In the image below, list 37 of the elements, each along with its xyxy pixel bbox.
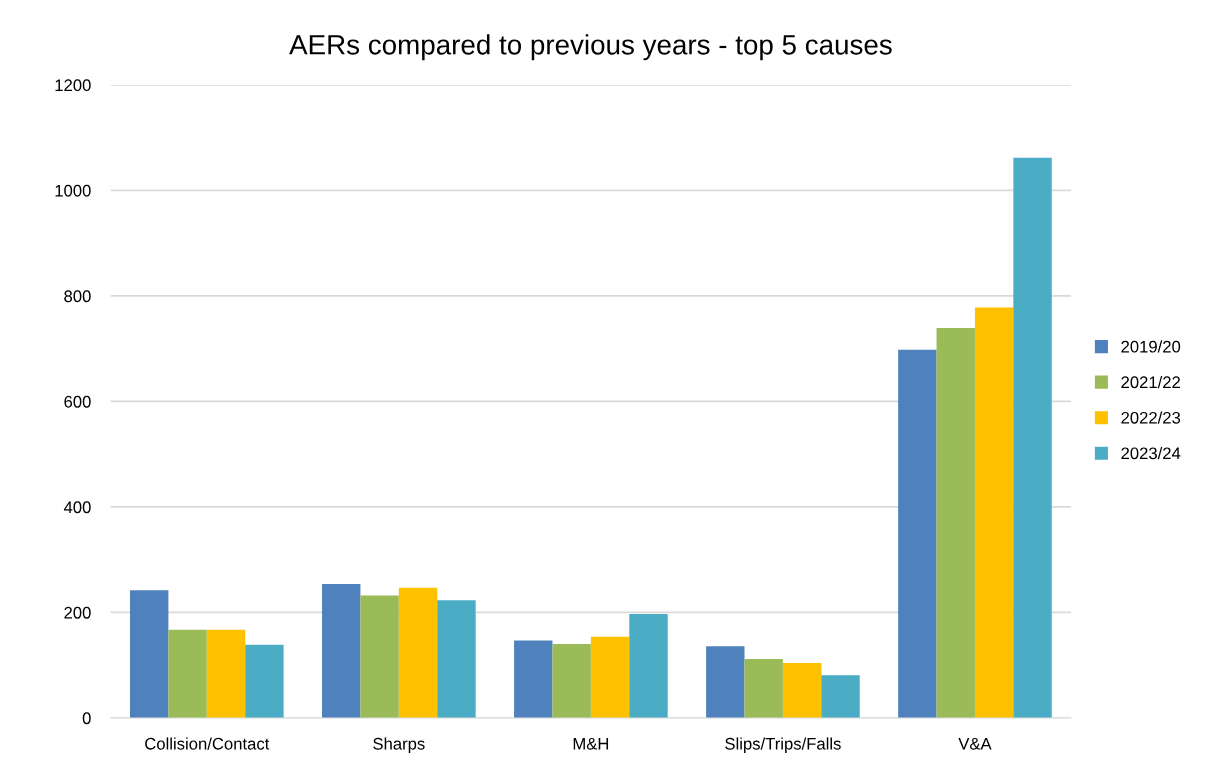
bar — [129, 590, 169, 718]
legend-label: 2022/23 — [1121, 411, 1181, 424]
bar — [898, 349, 937, 718]
bar — [168, 629, 207, 718]
y-tick-label: 1000 — [55, 184, 91, 197]
legend-label: 2023/24 — [1121, 446, 1181, 460]
x-tick-label: Sharps — [373, 737, 425, 753]
x-tick-label: Slips/Trips/Falls — [725, 737, 841, 753]
bar — [974, 307, 1014, 718]
y-tick-label: 600 — [64, 395, 91, 408]
bar — [821, 675, 860, 718]
bar — [322, 583, 361, 718]
bar — [590, 636, 630, 718]
bar — [514, 640, 553, 718]
bar — [744, 658, 783, 718]
y-tick-label: 1200 — [55, 79, 91, 92]
y-tick-label: 400 — [63, 501, 91, 514]
x-tick-label: V&A — [958, 737, 992, 750]
bar — [360, 595, 399, 718]
bar — [552, 644, 591, 718]
bar — [245, 644, 284, 718]
y-tick-label: 800 — [64, 290, 91, 303]
chart-title: AERs compared to previous years - top 5 causes — [289, 34, 892, 61]
bar — [437, 600, 476, 718]
bar — [1013, 157, 1052, 718]
x-tick-label: M&H — [573, 737, 609, 750]
legend-label: 2019/20 — [1121, 340, 1181, 353]
bar — [936, 328, 975, 718]
bar — [782, 663, 822, 718]
bar — [706, 646, 745, 718]
bar — [206, 629, 246, 718]
y-tick-label: 200 — [64, 606, 91, 619]
x-tick-label: Collision/Contact — [145, 737, 270, 750]
y-tick-label: 0 — [82, 712, 91, 725]
legend-label: 2021/22 — [1121, 375, 1180, 389]
bar — [629, 614, 668, 718]
bar — [398, 587, 438, 718]
